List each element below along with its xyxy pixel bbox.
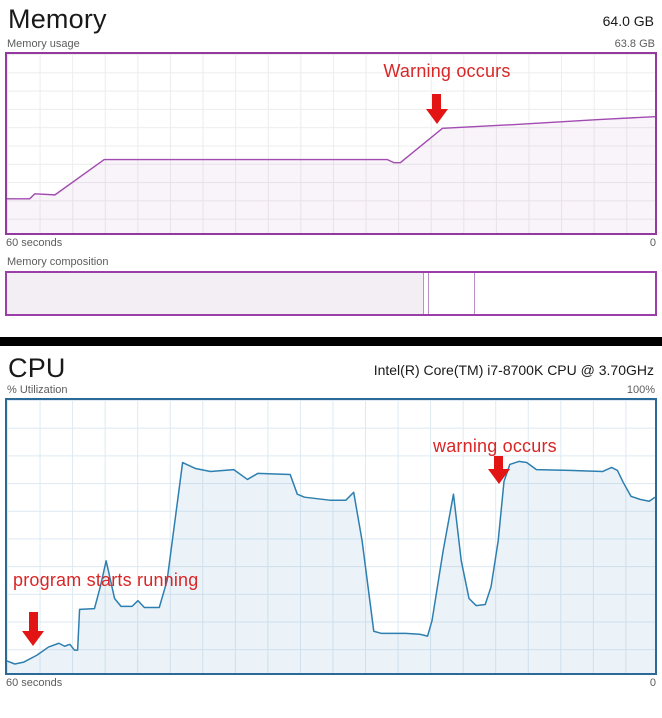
cpu-title: CPU <box>8 353 66 383</box>
memory-usage-label: Memory usage <box>7 38 80 50</box>
cpu-model-label: Intel(R) Core(TM) i7-8700K CPU @ 3.70GHz <box>373 362 654 378</box>
memory-header: Memory 64.0 GB <box>0 0 662 35</box>
cpu-warning-arrow-icon <box>487 456 510 484</box>
memory-x-right-label: 0 <box>649 237 656 249</box>
cpu-header: CPU Intel(R) Core(TM) i7-8700K CPU @ 3.7… <box>0 346 662 383</box>
composition-segment-standby <box>427 273 475 314</box>
arrow-stem <box>28 612 38 631</box>
arrow-head <box>487 469 510 484</box>
cpu-section: CPU Intel(R) Core(TM) i7-8700K CPU @ 3.7… <box>0 346 662 692</box>
memory-composition-label: Memory composition <box>7 256 109 268</box>
memory-area-fill <box>7 116 655 233</box>
memory-x-left-label: 60 seconds <box>6 237 63 249</box>
cpu-utilization-chart[interactable]: warning occurs program starts running <box>5 398 657 675</box>
cpu-utilization-label: % Utilization <box>7 384 68 396</box>
cpu-utilization-graph <box>7 400 655 673</box>
cpu-x-right-label: 0 <box>649 677 656 689</box>
arrow-stem <box>432 94 442 109</box>
cpu-scale-max-label: 100% <box>626 384 655 396</box>
arrow-stem <box>494 456 504 469</box>
arrow-head <box>22 631 44 646</box>
memory-title: Memory <box>8 4 107 34</box>
memory-warning-annotation: Warning occurs <box>383 61 511 81</box>
program-start-arrow-icon <box>22 612 44 646</box>
memory-x-axis: 60 seconds 0 <box>0 235 662 252</box>
program-start-annotation: program starts running <box>13 570 199 590</box>
memory-composition-bar[interactable] <box>5 271 657 316</box>
memory-scale-max-label: 63.8 GB <box>614 38 655 50</box>
composition-segment-in-use <box>7 273 424 314</box>
section-divider <box>0 337 662 346</box>
task-manager-performance-view: Memory 64.0 GB Memory usage 63.8 GB Warn… <box>0 0 662 692</box>
memory-usage-graph <box>7 54 655 233</box>
cpu-utilization-row: % Utilization 100% <box>0 381 662 396</box>
composition-segment-modified <box>423 273 428 314</box>
memory-total-capacity: 64.0 GB <box>602 13 654 29</box>
cpu-x-left-label: 60 seconds <box>6 677 63 689</box>
cpu-x-axis: 60 seconds 0 <box>0 675 662 692</box>
composition-segment-free <box>474 273 655 314</box>
cpu-warning-annotation: warning occurs <box>433 436 557 456</box>
memory-usage-line <box>7 117 655 199</box>
memory-usage-row: Memory usage 63.8 GB <box>0 35 662 50</box>
memory-usage-chart[interactable]: Warning occurs <box>5 52 657 235</box>
cpu-area-fill <box>7 461 655 673</box>
cpu-utilization-line <box>7 461 655 664</box>
memory-section: Memory 64.0 GB Memory usage 63.8 GB Warn… <box>0 0 662 316</box>
arrow-head <box>425 109 448 124</box>
memory-warning-arrow-icon <box>425 94 448 124</box>
